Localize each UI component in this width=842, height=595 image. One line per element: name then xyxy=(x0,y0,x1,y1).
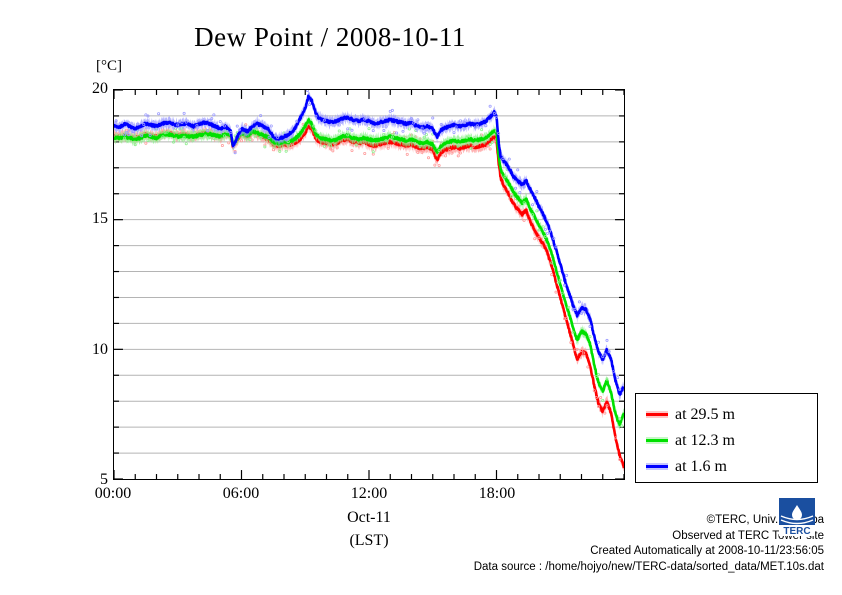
x-tick-label: 06:00 xyxy=(222,485,260,502)
footer-line-copyright: ©TERC, Univ. Tsukuba xyxy=(706,514,824,526)
footer-line-created: Created Automatically at 2008-10-11/23:5… xyxy=(590,545,824,557)
x-axis-tick-labels: 00:00 06:00 12:00 18:00 Oct-11 (LST) xyxy=(0,485,842,549)
legend-box: at 29.5 m at 12.3 m at 1.6 m xyxy=(635,393,818,483)
x-tick-label: 12:00 xyxy=(350,485,388,502)
footer-credits: ©TERC, Univ. Tsukuba Observed at TERC To… xyxy=(0,513,824,575)
data-series-layer xyxy=(114,90,624,472)
series-outlier-points xyxy=(114,124,624,428)
legend-color-swatch xyxy=(646,410,668,420)
y-tick-label: 5 xyxy=(100,471,108,488)
series-line xyxy=(114,124,624,469)
chart-title: Dew Point / 2008-10-11 xyxy=(194,22,466,52)
x-axis-caption: (LST) xyxy=(349,532,389,549)
series-outlier-points xyxy=(114,90,622,392)
svg-text:TERC: TERC xyxy=(783,526,810,536)
series-line xyxy=(114,94,624,396)
legend-item[interactable]: at 12.3 m xyxy=(646,428,817,454)
y-tick-label: 10 xyxy=(92,340,108,358)
y-tick-label: 20 xyxy=(92,80,108,97)
legend-item[interactable]: at 29.5 m xyxy=(646,402,817,428)
legend-item-label: at 1.6 m xyxy=(675,458,727,475)
series-outlier-points xyxy=(114,121,622,462)
series-noise-band xyxy=(114,115,624,430)
y-tick-label: 15 xyxy=(92,210,108,228)
y-axis-tick-labels: 5 10 15 20 xyxy=(75,81,108,488)
footer-line-datasource: Data source : /home/hojyo/new/TERC-data/… xyxy=(473,560,824,573)
plot-area xyxy=(113,89,625,480)
footer-line-site: Observed at TERC Tower site xyxy=(672,529,824,542)
legend-color-swatch xyxy=(646,462,668,472)
legend-item[interactable]: at 1.6 m xyxy=(646,454,817,480)
series-noise-band xyxy=(114,120,624,472)
series-line xyxy=(114,118,624,427)
legend-item-label: at 29.5 m xyxy=(675,406,735,423)
legend-color-swatch xyxy=(646,436,668,446)
terc-logo-icon: TERC xyxy=(779,498,815,536)
x-tick-label: 18:00 xyxy=(478,485,516,502)
y-axis-unit-label: [°C] xyxy=(96,58,122,74)
grid-and-ticks xyxy=(114,90,624,479)
x-tick-label: 00:00 xyxy=(94,485,132,502)
x-axis-caption: Oct-11 xyxy=(347,509,391,526)
legend-item-label: at 12.3 m xyxy=(675,432,735,449)
